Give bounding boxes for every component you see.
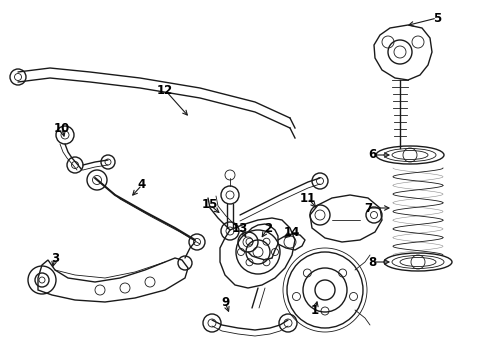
Text: 10: 10 — [54, 122, 70, 135]
Text: 5: 5 — [433, 12, 441, 24]
Text: 6: 6 — [368, 148, 376, 162]
Text: 3: 3 — [51, 252, 59, 265]
Text: 7: 7 — [364, 202, 372, 215]
Text: 14: 14 — [284, 225, 300, 238]
Text: 13: 13 — [232, 221, 248, 234]
Text: 1: 1 — [311, 303, 319, 316]
Text: 2: 2 — [264, 221, 272, 234]
Text: 15: 15 — [202, 198, 218, 211]
Text: 4: 4 — [138, 179, 146, 192]
Text: 12: 12 — [157, 84, 173, 96]
Text: 9: 9 — [221, 296, 229, 309]
Text: 8: 8 — [368, 256, 376, 269]
Text: 11: 11 — [300, 192, 316, 204]
